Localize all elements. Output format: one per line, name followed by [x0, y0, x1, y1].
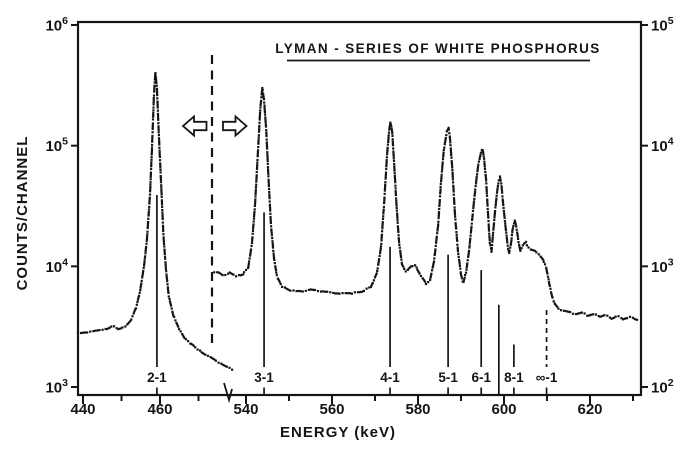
y-scale-label: 105	[651, 15, 674, 35]
peak-marker-label: 4-1	[380, 370, 400, 385]
trace-right-segment	[213, 87, 639, 322]
x-tick-label: 440	[70, 401, 95, 418]
plot-area: 440 460 540 560 580 600 620 106 105 104 103 105 104 1…	[45, 15, 673, 418]
x-tick-label: 620	[577, 401, 602, 418]
y-scale-label: 105	[45, 136, 68, 156]
peak-marker-label: 5-1	[438, 370, 458, 385]
y-axis-label: COUNTS/CHANNEL	[14, 136, 31, 291]
axis-break-mark	[223, 382, 233, 404]
x-tick-label: 580	[405, 401, 430, 418]
right-scale-arrow-icon	[222, 114, 248, 138]
peak-marker-label: ∞-1	[536, 370, 558, 385]
y-scale-label: 104	[45, 256, 68, 276]
trace-left-segment	[76, 72, 234, 371]
peak-marker-label: 8-1	[504, 370, 524, 385]
y-scale-label: 103	[45, 377, 68, 397]
left-scale-arrow-icon	[181, 114, 208, 138]
x-axis-label: ENERGY (keV)	[280, 424, 396, 441]
x-tick-label: 460	[147, 401, 172, 418]
y-scale-label: 102	[651, 377, 674, 397]
y-scale-label: 104	[651, 136, 674, 156]
peak-marker-label: 3-1	[254, 370, 274, 385]
x-tick-label: 560	[319, 401, 344, 418]
peak-marker-label: 2-1	[147, 370, 167, 385]
peak-marker-label: 6-1	[471, 370, 491, 385]
plot-border	[76, 20, 643, 397]
chart-title: LYMAN - SERIES OF WHITE PHOSPHORUS	[275, 41, 600, 56]
x-tick-label: 600	[491, 401, 516, 418]
y-scale-label: 106	[45, 15, 68, 35]
y-scale-label: 103	[651, 256, 674, 276]
x-tick-label: 540	[233, 401, 258, 418]
